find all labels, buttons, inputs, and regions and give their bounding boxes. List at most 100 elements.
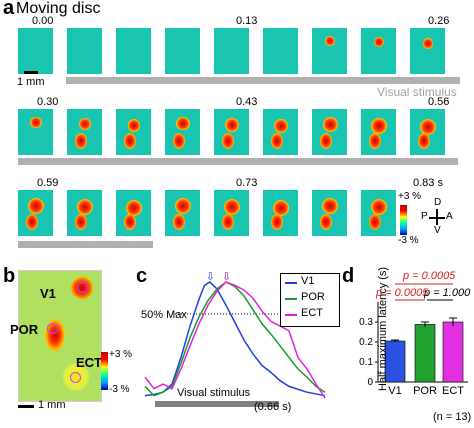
bar-ect <box>442 321 464 383</box>
activity-spot <box>373 37 385 48</box>
colorbar-bottom-label: -3 % <box>398 235 419 246</box>
compass: D P A V <box>419 197 459 238</box>
time-label: 0.26 <box>428 15 450 27</box>
activity-spot <box>320 214 332 230</box>
compass-v-line <box>436 209 438 225</box>
panel-b-letter: b <box>3 265 16 287</box>
image-frame <box>361 109 396 155</box>
image-frame <box>67 190 102 236</box>
c-stimulus-end: (0.66 s) <box>254 401 292 413</box>
colorbar-b-top: +3 % <box>109 349 133 360</box>
scale-bar-b <box>18 405 34 408</box>
activity-spot <box>224 199 240 215</box>
x-tick-label: V1 <box>388 385 401 397</box>
image-frame <box>116 109 151 155</box>
image-frame <box>263 190 298 236</box>
panel-a-title: Moving disc <box>16 0 101 17</box>
stimulus-label: Visual stimulus <box>377 85 457 99</box>
ect-label: ECT <box>76 355 102 370</box>
stimulus-bar <box>18 158 458 165</box>
legend-v1: V1 <box>301 275 315 287</box>
activity-spot <box>273 119 289 134</box>
image-frame <box>410 109 445 155</box>
chart-c-lines: ⇩ ⇩⇩ <box>144 271 326 399</box>
compass-p: P <box>421 211 428 222</box>
por-label: POR <box>10 322 39 337</box>
peak-arrow: ⇩ <box>206 271 215 283</box>
y-tick-label: 0.3 <box>359 317 373 328</box>
x-tick-label: ECT <box>442 385 464 397</box>
activity-spot <box>371 199 387 215</box>
image-frame <box>312 28 347 74</box>
n-label: (n = 13) <box>433 411 472 423</box>
legend-ect-line <box>285 314 297 316</box>
activity-spot <box>273 200 289 216</box>
image-frame <box>263 28 298 74</box>
activity-spot <box>271 133 283 149</box>
time-label: 0.83 s <box>413 177 443 189</box>
ect-roi <box>70 372 81 383</box>
legend-v1-line <box>285 282 297 284</box>
time-label: 0.00 <box>32 15 54 27</box>
compass-d: D <box>434 197 442 208</box>
activity-spot <box>173 133 185 149</box>
image-frame <box>361 190 396 236</box>
line-v1 <box>144 281 326 397</box>
activity-spot <box>176 117 190 131</box>
image-frame <box>116 28 151 74</box>
image-frame <box>116 190 151 236</box>
time-label: 0.43 <box>236 96 258 108</box>
y-tick-label: 0 <box>367 377 373 388</box>
activity-spot <box>77 199 93 215</box>
colorbar <box>400 205 407 235</box>
peak-arrow: ⇩ <box>222 271 231 283</box>
panel-c-letter: c <box>136 265 148 287</box>
legend-ect: ECT <box>301 307 323 319</box>
chart-d-bars: V1 POR ECT <box>384 283 464 397</box>
compass-a: A <box>446 211 453 222</box>
legend: V1 POR ECT <box>280 273 340 327</box>
chart-c: ⇩ ⇩⇩ <box>144 271 340 407</box>
colorbar-b <box>101 352 108 390</box>
scale-label: 1 mm <box>17 76 45 88</box>
c-stimulus-label: Visual stimulus <box>177 387 251 399</box>
activity-spot <box>173 214 185 230</box>
activity-spot <box>369 214 381 230</box>
activity-spot <box>320 133 332 149</box>
image-frame <box>18 109 53 155</box>
stimulus-bar <box>18 241 153 248</box>
image-frame <box>18 28 53 74</box>
map-image <box>18 270 102 402</box>
image-frame <box>263 109 298 155</box>
image-frame <box>214 28 249 74</box>
y-tick-label: 0.2 <box>359 337 373 348</box>
activity-spot <box>126 200 142 216</box>
stimulus-bar <box>155 401 279 407</box>
scale-bar <box>24 71 38 74</box>
por-roi <box>47 323 58 334</box>
activity-spot <box>325 36 335 46</box>
p-value-3: p = 1.000 <box>424 287 471 299</box>
time-label: 0.13 <box>236 15 258 27</box>
activity-spot <box>271 214 283 230</box>
activity-spot <box>222 214 234 230</box>
time-label: 0.73 <box>236 177 258 189</box>
threshold-label: 50% Max <box>141 309 187 321</box>
legend-por-line <box>285 298 297 300</box>
image-frame <box>312 109 347 155</box>
v1-roi <box>77 282 88 293</box>
activity-spot <box>222 133 234 149</box>
panel-a-letter: a <box>3 0 15 19</box>
panel-d-letter: d <box>342 265 355 287</box>
image-frame <box>67 109 102 155</box>
activity-spot <box>75 133 87 149</box>
activity-spot <box>175 198 191 214</box>
activity-spot <box>124 133 136 149</box>
image-frame <box>165 190 200 236</box>
activity-spot <box>75 214 87 230</box>
activity-spot <box>420 119 436 135</box>
activity-spot <box>79 118 91 130</box>
colorbar-top-label: +3 % <box>398 191 422 202</box>
activity-spot <box>322 117 338 132</box>
activity-spot <box>28 198 44 214</box>
